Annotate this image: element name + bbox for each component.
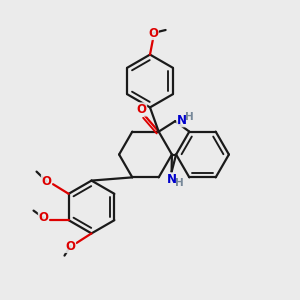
Text: H: H xyxy=(175,178,184,188)
Text: N: N xyxy=(167,173,177,186)
Text: H: H xyxy=(185,112,194,122)
Text: O: O xyxy=(136,103,147,116)
Text: O: O xyxy=(148,26,158,40)
Text: O: O xyxy=(41,175,51,188)
Text: O: O xyxy=(65,239,76,253)
Text: O: O xyxy=(38,211,48,224)
Text: N: N xyxy=(177,114,187,127)
